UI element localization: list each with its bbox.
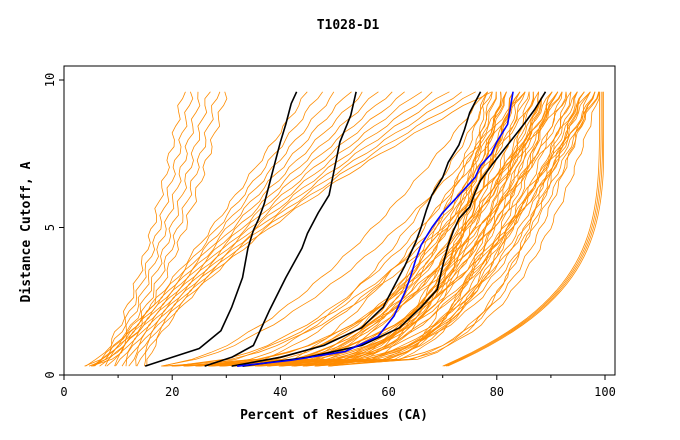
model-curve bbox=[161, 91, 526, 367]
model-curve bbox=[442, 91, 600, 367]
reference-curve bbox=[237, 91, 514, 367]
model-curve bbox=[172, 91, 526, 367]
model-curve bbox=[328, 91, 488, 367]
model-curves bbox=[84, 91, 604, 367]
model-curve bbox=[444, 91, 602, 367]
x-tick-label: 80 bbox=[490, 385, 504, 399]
highlight-curve bbox=[144, 91, 298, 367]
model-curve bbox=[198, 91, 521, 367]
highlight-curve bbox=[204, 91, 357, 367]
model-curve bbox=[281, 91, 546, 367]
model-curve bbox=[293, 91, 585, 367]
model-curve bbox=[171, 91, 563, 367]
model-curve bbox=[171, 91, 497, 367]
x-tick-label: 20 bbox=[165, 385, 179, 399]
model-curve bbox=[185, 91, 507, 367]
chart-title: T1028-D1 bbox=[317, 18, 380, 33]
model-curve bbox=[85, 91, 186, 367]
model-curve bbox=[267, 91, 534, 367]
model-curve bbox=[231, 91, 596, 367]
model-curve bbox=[245, 91, 578, 367]
highlight-curve bbox=[242, 91, 547, 367]
model-curve bbox=[114, 91, 379, 367]
model-curve bbox=[329, 91, 578, 367]
plot-frame bbox=[63, 65, 616, 376]
x-axis-label: Percent of Residues (CA) bbox=[240, 408, 428, 423]
highlighted-curves bbox=[144, 91, 547, 367]
model-curve bbox=[209, 91, 559, 367]
y-tick-label: 10 bbox=[43, 73, 57, 87]
model-curve bbox=[303, 91, 502, 367]
model-curve bbox=[314, 91, 568, 367]
model-curve bbox=[304, 91, 559, 367]
model-curve bbox=[245, 91, 488, 367]
model-curve bbox=[90, 91, 228, 367]
model-curve bbox=[183, 91, 600, 367]
model-curve bbox=[234, 91, 514, 367]
model-curve bbox=[106, 91, 363, 367]
model-curve bbox=[92, 91, 308, 367]
highlight-curve bbox=[231, 91, 482, 367]
model-curve bbox=[136, 91, 462, 367]
model-curve bbox=[121, 91, 405, 367]
model-curve bbox=[94, 91, 323, 367]
model-curve bbox=[316, 91, 540, 367]
model-curve bbox=[135, 91, 450, 367]
model-curve bbox=[315, 91, 596, 367]
model-curve bbox=[196, 91, 572, 367]
x-tick-label: 60 bbox=[381, 385, 395, 399]
y-axis-label: Distance Cutoff, A bbox=[19, 161, 34, 302]
model-curve bbox=[254, 91, 497, 367]
model-curve bbox=[91, 91, 221, 367]
model-curve bbox=[219, 91, 530, 367]
model-curve bbox=[115, 91, 393, 367]
model-curve bbox=[257, 91, 591, 367]
model-curve bbox=[198, 91, 546, 367]
x-tick-label: 40 bbox=[273, 385, 287, 399]
model-curve bbox=[84, 91, 194, 367]
model-curve bbox=[162, 91, 488, 367]
model-curve bbox=[219, 91, 596, 367]
model-curve bbox=[246, 91, 553, 367]
y-axis-ticks: 0 5 10 bbox=[43, 73, 64, 379]
model-curve bbox=[268, 91, 507, 367]
model-curve bbox=[232, 91, 539, 367]
model-curve bbox=[210, 91, 585, 367]
model-curve bbox=[93, 91, 211, 367]
model-curve bbox=[445, 91, 604, 367]
x-tick-label: 100 bbox=[594, 385, 616, 399]
model-curve bbox=[143, 91, 476, 367]
model-curve bbox=[88, 91, 201, 367]
y-tick-label: 0 bbox=[43, 371, 57, 378]
x-axis-ticks: 0 20 40 60 80 100 bbox=[60, 375, 616, 399]
model-curve bbox=[208, 91, 493, 367]
x-tick-label: 0 bbox=[60, 385, 67, 399]
model-curve bbox=[278, 91, 600, 367]
model-curve bbox=[146, 91, 492, 367]
y-tick-label: 5 bbox=[43, 224, 57, 231]
model-curve bbox=[99, 91, 335, 367]
model-curve bbox=[256, 91, 526, 367]
model-curve bbox=[302, 91, 530, 367]
model-curve bbox=[447, 91, 604, 367]
